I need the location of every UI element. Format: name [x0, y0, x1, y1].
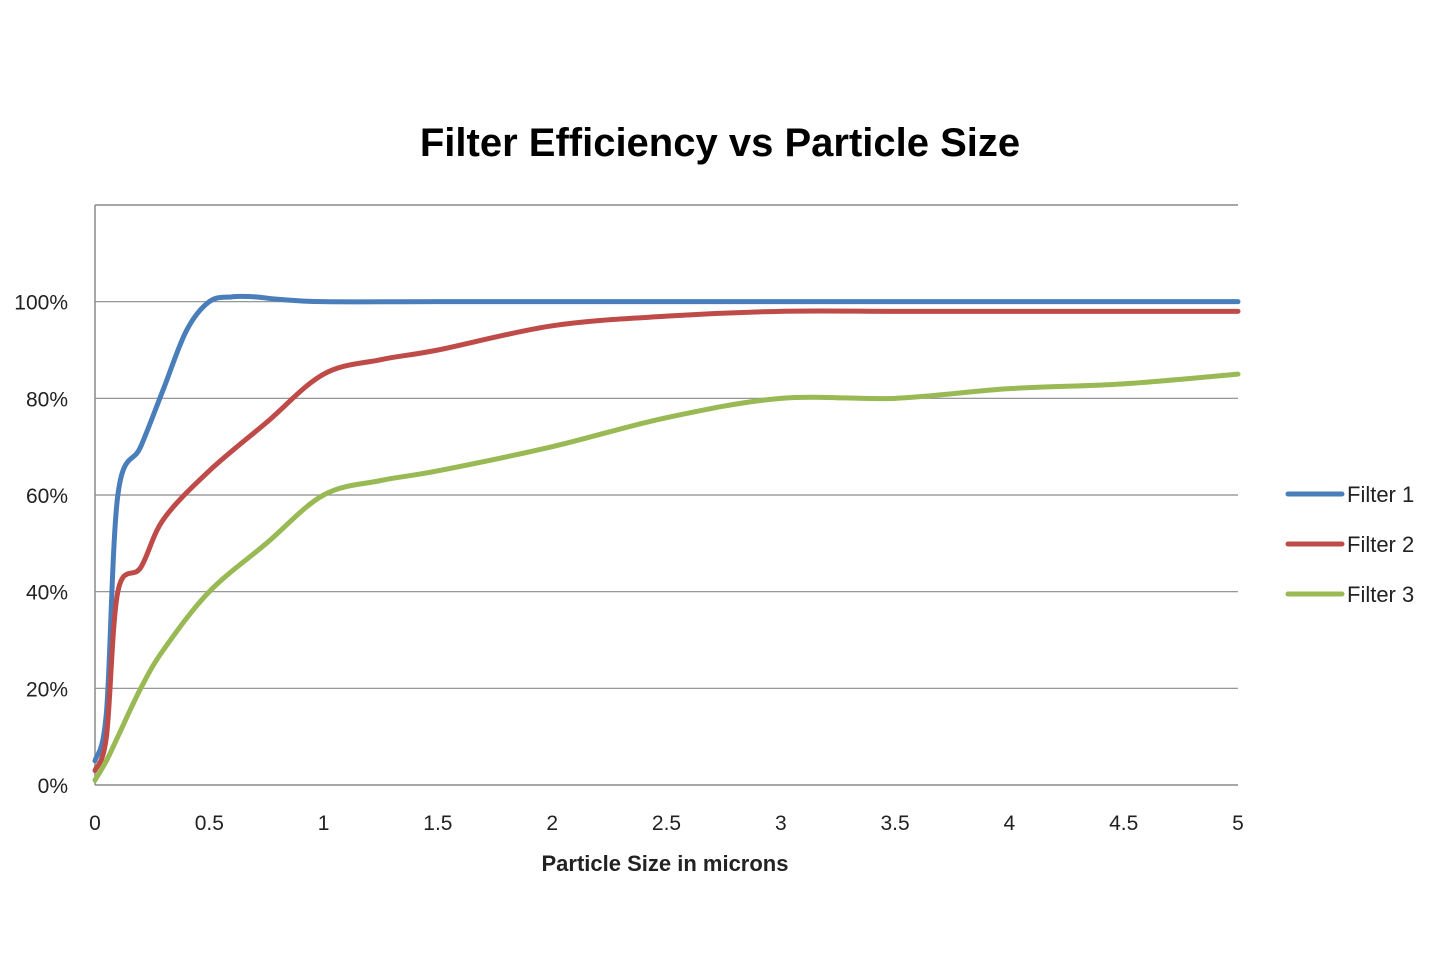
- y-tick-label: 60%: [26, 485, 68, 508]
- y-tick-label: 80%: [26, 388, 68, 411]
- y-tick-label: 0%: [38, 775, 68, 798]
- legend-label-filter-1: Filter 1: [1347, 482, 1414, 507]
- x-tick-label: 0.5: [195, 812, 224, 835]
- y-tick-label: 20%: [26, 678, 68, 701]
- legend: Filter 1 Filter 2 Filter 3: [1285, 482, 1414, 607]
- series-line-filter-3: [92, 371, 1241, 783]
- legend-label-filter-3: Filter 3: [1347, 582, 1414, 607]
- x-axis-label: Particle Size in microns: [542, 851, 789, 876]
- x-tick-label: 5: [1232, 812, 1244, 835]
- y-tick-label: 40%: [26, 582, 68, 605]
- x-tick-label: 1.5: [423, 812, 452, 835]
- x-tick-label: 2.5: [652, 812, 681, 835]
- series-lines: [92, 293, 1241, 783]
- x-tick-label: 3: [775, 812, 787, 835]
- x-tick-label: 3.5: [880, 812, 909, 835]
- chart-title: Filter Efficiency vs Particle Size: [420, 121, 1020, 165]
- x-tick-label: 1: [318, 812, 330, 835]
- series-line-filter-1: [92, 293, 1241, 764]
- x-tick-label: 2: [546, 812, 558, 835]
- y-tick-label: 100%: [14, 292, 68, 315]
- y-tick-labels: 0% 20% 40% 60% 80% 100%: [14, 292, 68, 798]
- x-tick-label: 4.5: [1109, 812, 1138, 835]
- x-tick-label: 4: [1004, 812, 1016, 835]
- x-tick-label: 0: [89, 812, 101, 835]
- legend-label-filter-2: Filter 2: [1347, 532, 1414, 557]
- x-tick-labels: 0 0.5 1 1.5 2 2.5 3 3.5 4 4.5 5: [89, 812, 1244, 835]
- grid: [94, 204, 1238, 786]
- series-line-filter-2: [92, 308, 1241, 773]
